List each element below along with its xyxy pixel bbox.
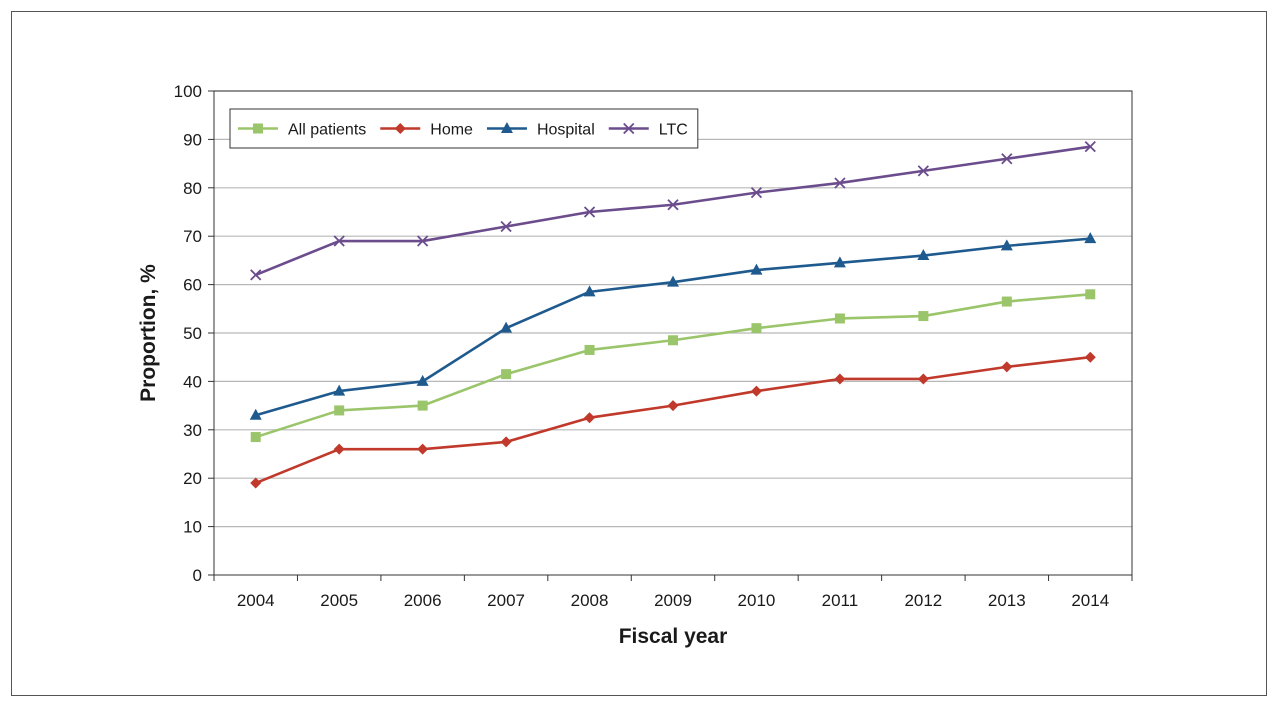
- data-point-x: [333, 235, 345, 247]
- plot-area-border: [213, 90, 1133, 576]
- x-tick-label: 2005: [320, 591, 358, 610]
- series-line: [255, 237, 1091, 417]
- series-hospital: [249, 232, 1097, 420]
- y-tick-label: 10: [183, 518, 202, 537]
- series-line: [255, 145, 1091, 277]
- y-tick-label: 80: [183, 179, 202, 198]
- x-tick-label: 2006: [404, 591, 442, 610]
- data-point-square: [1085, 289, 1096, 300]
- data-point-x: [1084, 141, 1096, 153]
- figure-frame: 0 10 20 30 40 50 60 70 80 90 100 2004 2005 2006 2007 20…: [11, 11, 1267, 696]
- legend-label: Home: [430, 122, 473, 139]
- series-line: [255, 292, 1091, 439]
- data-point-triangle: [333, 384, 346, 396]
- data-point-diamond: [250, 477, 262, 489]
- data-point-x: [500, 220, 512, 233]
- data-point-square: [918, 311, 929, 322]
- data-point-diamond: [1084, 351, 1096, 363]
- series-home: [250, 351, 1096, 489]
- legend: All patients Home Hospital LTC: [229, 108, 699, 149]
- data-point-x: [917, 165, 930, 177]
- legend-item: Hospital: [486, 122, 595, 139]
- data-point-diamond: [417, 443, 429, 455]
- legend-marker-diamond: [394, 123, 406, 134]
- data-point-diamond: [750, 385, 762, 397]
- x-tick-label: 2014: [1071, 591, 1109, 610]
- y-tick-label: 50: [183, 324, 202, 343]
- x-tick-label: 2013: [988, 591, 1026, 610]
- data-point-x: [750, 187, 763, 199]
- data-point-triangle: [583, 285, 596, 297]
- x-tick-label: 2010: [738, 591, 776, 610]
- data-point-triangle: [833, 256, 846, 268]
- legend-marker-square: [253, 123, 263, 134]
- legend-label: All patients: [288, 122, 366, 139]
- data-point-diamond: [917, 373, 929, 385]
- data-point-x: [1001, 153, 1013, 165]
- data-point-diamond: [584, 412, 596, 424]
- data-point-triangle: [917, 249, 930, 261]
- data-point-square: [1001, 296, 1012, 307]
- y-tick-label: 20: [183, 469, 202, 488]
- y-tick-label: 70: [183, 227, 202, 246]
- data-point-diamond: [834, 373, 846, 385]
- data-point-diamond: [333, 443, 345, 455]
- data-point-triangle: [667, 275, 679, 287]
- legend-marker-x: [623, 122, 635, 135]
- series-line: [255, 355, 1091, 485]
- legend-label: LTC: [659, 122, 688, 139]
- legend-item: All patients: [238, 122, 366, 139]
- x-tick-label: 2012: [904, 591, 942, 610]
- data-point-diamond: [667, 400, 679, 412]
- legend-item: LTC: [608, 122, 688, 139]
- data-point-triangle: [249, 408, 262, 420]
- data-point-square: [334, 405, 345, 416]
- data-point-triangle: [750, 263, 763, 275]
- series-all-patients: [250, 289, 1096, 443]
- x-tick-label: 2011: [822, 591, 859, 610]
- data-point-x: [250, 269, 262, 281]
- data-point-diamond: [1001, 361, 1013, 373]
- data-point-square: [834, 313, 845, 324]
- y-tick-label: 60: [183, 276, 202, 295]
- data-point-square: [501, 369, 512, 380]
- grid-lines: [214, 90, 1132, 528]
- legend-label: Hospital: [537, 122, 595, 139]
- y-tick-label: 100: [174, 82, 202, 101]
- x-tick-label: 2009: [654, 591, 692, 610]
- y-tick-label: 30: [183, 421, 202, 440]
- series-lines: [249, 141, 1097, 489]
- data-point-triangle: [416, 374, 429, 386]
- series-ltc: [250, 141, 1096, 281]
- x-tick-label: 2008: [571, 591, 609, 610]
- data-point-triangle: [1000, 239, 1013, 251]
- x-tick-label: 2007: [487, 591, 525, 610]
- data-point-diamond: [500, 436, 512, 448]
- data-point-square: [668, 335, 678, 346]
- data-point-square: [417, 400, 428, 411]
- legend-marker-triangle: [500, 122, 513, 133]
- axes: 0 10 20 30 40 50 60 70 80 90 100 2004 2005 2006 2007 20…: [174, 82, 1133, 610]
- y-axis-title: Proportion, %: [137, 264, 160, 402]
- x-axis-title: Fiscal year: [619, 625, 728, 648]
- data-point-triangle: [500, 321, 513, 333]
- legend-item: Home: [380, 122, 473, 139]
- data-point-x: [583, 206, 596, 218]
- data-point-x: [834, 177, 846, 189]
- x-tick-label: 2004: [237, 591, 275, 610]
- data-point-triangle: [1084, 232, 1097, 244]
- data-point-square: [250, 432, 261, 443]
- data-point-x: [667, 199, 679, 211]
- data-point-x: [416, 235, 429, 247]
- y-tick-label: 90: [183, 130, 202, 149]
- data-point-square: [751, 323, 762, 334]
- data-point-square: [584, 344, 595, 355]
- y-tick-label: 40: [183, 372, 202, 391]
- y-tick-label: 0: [193, 566, 202, 585]
- line-chart: 0 10 20 30 40 50 60 70 80 90 100 2004 2005 2006 2007 20…: [137, 82, 1133, 648]
